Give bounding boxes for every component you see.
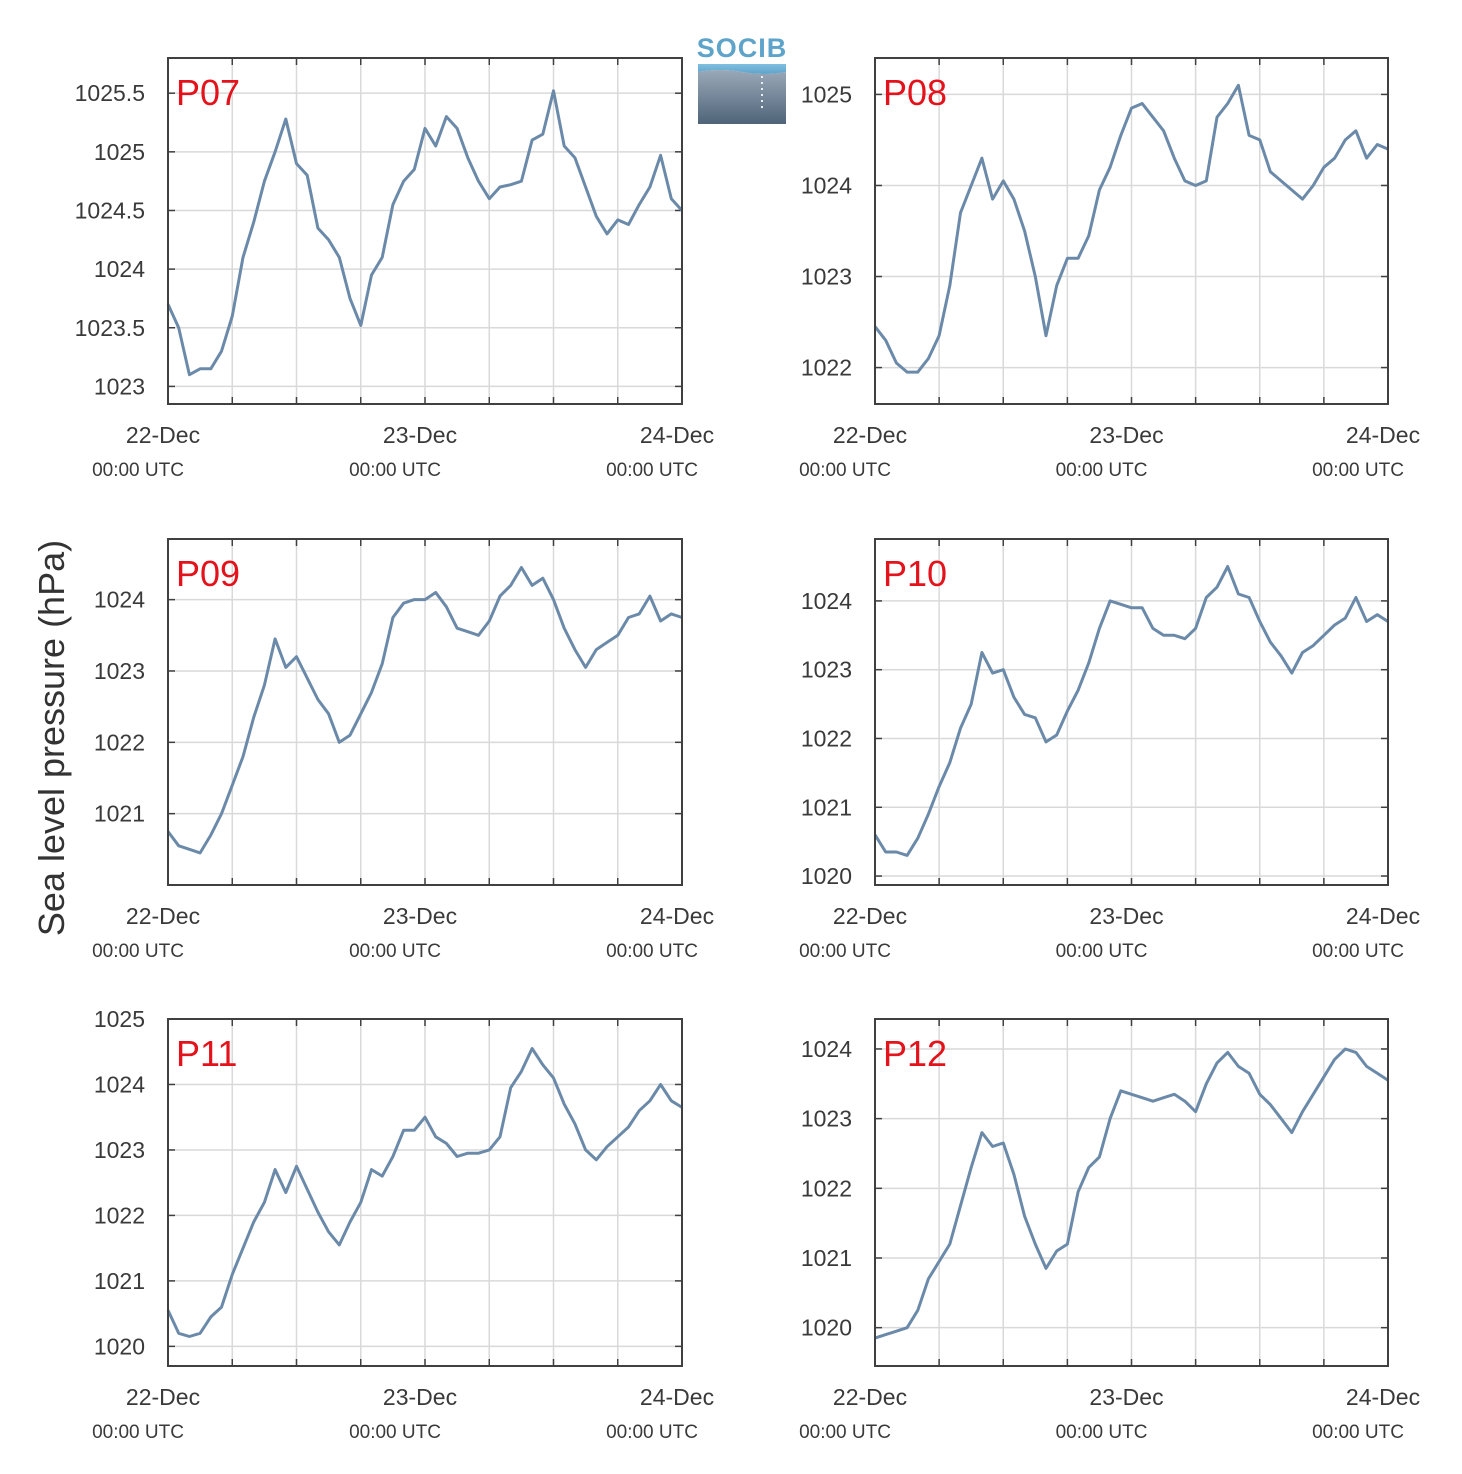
chart-panel-p10: 1020 1021 1022 1023 1024 P10 22-Dec 00:00 UTC 23…	[799, 538, 1420, 962]
x-tick-label-time: 00:00 UTC	[92, 460, 184, 481]
x-tick-label-date: 23-Dec	[1089, 1384, 1163, 1410]
y-tick-label: 1025	[801, 81, 852, 107]
chart-panel-p12: 1020 1021 1022 1023 1024 P12 22-Dec 00:00 UTC 23…	[799, 1018, 1420, 1443]
x-tick-label-date: 22-Dec	[833, 422, 907, 448]
series-line-p07	[166, 89, 684, 377]
y-tick-label: 1024	[94, 256, 145, 282]
x-tick-label-time: 00:00 UTC	[92, 1422, 184, 1443]
chart-panel-p07: 1023 1023.5 1024 1024.5 1025 1025.5 P07 22-Dec 0…	[75, 57, 714, 481]
plot-frame	[167, 538, 683, 886]
x-tick-label-date: 23-Dec	[383, 903, 457, 929]
x-tick-label-date: 23-Dec	[1089, 422, 1163, 448]
panel-label: P07	[176, 72, 240, 113]
y-tick-label: 1022	[801, 355, 852, 381]
x-tick-label-time: 00:00 UTC	[799, 941, 891, 962]
x-tick-label-time: 00:00 UTC	[349, 460, 441, 481]
panel-label: P10	[883, 553, 947, 594]
y-tick-label: 1024	[801, 588, 852, 614]
y-tick-label: 1022	[94, 1202, 145, 1228]
y-tick-label: 1025	[94, 139, 145, 165]
x-tick-label-time: 00:00 UTC	[799, 1422, 891, 1443]
series-line-p08	[873, 83, 1389, 374]
y-tick-label: 1023	[801, 264, 852, 290]
plot-frame	[167, 57, 683, 405]
x-tick-label-time: 00:00 UTC	[606, 941, 698, 962]
y-tick-label: 1022	[801, 1175, 852, 1201]
plot-frame	[874, 1018, 1389, 1367]
series-line-p12	[874, 1047, 1389, 1340]
panel-label: P09	[176, 553, 240, 594]
plot-frame	[874, 538, 1389, 886]
y-tick-label: 1023	[801, 657, 852, 683]
y-tick-label: 1025	[94, 1006, 145, 1032]
y-tick-label: 1021	[94, 801, 145, 827]
x-tick-label-time: 00:00 UTC	[349, 941, 441, 962]
x-tick-label-time: 00:00 UTC	[606, 460, 698, 481]
socib-logo: SOCIB	[697, 33, 788, 124]
panel-label: P12	[883, 1033, 947, 1074]
y-tick-label: 1023	[94, 658, 145, 684]
y-tick-label: 1025.5	[75, 80, 145, 106]
y-tick-label: 1022	[801, 725, 852, 751]
logo-wave	[698, 64, 786, 74]
y-tick-label: 1023.5	[75, 315, 145, 341]
logo-block	[698, 70, 786, 124]
x-tick-label-date: 24-Dec	[1346, 422, 1420, 448]
y-tick-label: 1024	[94, 587, 145, 613]
panel-label: P11	[176, 1033, 237, 1074]
y-tick-label: 1021	[801, 794, 852, 820]
y-tick-label: 1020	[801, 1315, 852, 1341]
x-tick-label-time: 00:00 UTC	[1312, 941, 1404, 962]
x-tick-label-date: 24-Dec	[1346, 1384, 1420, 1410]
y-axis-label: Sea level pressure (hPa)	[31, 540, 72, 936]
x-tick-label-date: 22-Dec	[126, 903, 200, 929]
x-tick-label-date: 22-Dec	[126, 422, 200, 448]
chart-panel-p09: 1021 1022 1023 1024 P09 22-Dec 00:00 UTC 23-Dec…	[92, 538, 714, 962]
y-tick-label: 1023	[94, 373, 145, 399]
y-tick-label: 1022	[94, 729, 145, 755]
panel-label: P08	[883, 72, 947, 113]
plot-frame	[167, 1018, 683, 1367]
y-tick-label: 1024.5	[75, 197, 145, 223]
x-tick-label-time: 00:00 UTC	[606, 1422, 698, 1443]
x-tick-label-date: 22-Dec	[833, 1384, 907, 1410]
chart-panel-p08: 1022 1023 1024 1025 P08 22-Dec 00:00 UTC 23-Dec…	[799, 57, 1420, 481]
x-tick-label-date: 24-Dec	[1346, 903, 1420, 929]
y-tick-label: 1023	[94, 1137, 145, 1163]
y-tick-label: 1021	[801, 1245, 852, 1271]
y-tick-label: 1021	[94, 1268, 145, 1294]
x-tick-label-time: 00:00 UTC	[1056, 941, 1148, 962]
x-tick-label-date: 22-Dec	[126, 1384, 200, 1410]
x-tick-label-time: 00:00 UTC	[349, 1422, 441, 1443]
x-tick-label-time: 00:00 UTC	[92, 941, 184, 962]
x-tick-label-date: 24-Dec	[640, 422, 714, 448]
x-tick-label-time: 00:00 UTC	[1056, 460, 1148, 481]
y-tick-label: 1020	[94, 1333, 145, 1359]
x-tick-label-date: 22-Dec	[833, 903, 907, 929]
x-tick-label-date: 23-Dec	[383, 422, 457, 448]
series-line-p09	[166, 566, 683, 855]
y-tick-label: 1024	[801, 1036, 852, 1062]
x-tick-label-time: 00:00 UTC	[1312, 460, 1404, 481]
y-tick-label: 1024	[94, 1071, 145, 1097]
x-tick-label-date: 23-Dec	[1089, 903, 1163, 929]
x-tick-label-time: 00:00 UTC	[1056, 1422, 1148, 1443]
x-tick-label-date: 23-Dec	[383, 1384, 457, 1410]
x-tick-label-time: 00:00 UTC	[1312, 1422, 1404, 1443]
x-tick-label-date: 24-Dec	[640, 903, 714, 929]
plot-frame	[874, 57, 1389, 405]
x-tick-label-time: 00:00 UTC	[799, 460, 891, 481]
logo-text: SOCIB	[697, 33, 788, 63]
y-tick-label: 1024	[801, 172, 852, 198]
chart-panel-p11: 1020 1021 1022 1023 1024 1025 P11 22-Dec 00:00 U…	[92, 1006, 714, 1443]
y-tick-label: 1023	[801, 1106, 852, 1132]
series-line-p10	[873, 565, 1389, 857]
y-tick-label: 1020	[801, 863, 852, 889]
x-tick-label-date: 24-Dec	[640, 1384, 714, 1410]
series-line-p11	[166, 1047, 683, 1338]
